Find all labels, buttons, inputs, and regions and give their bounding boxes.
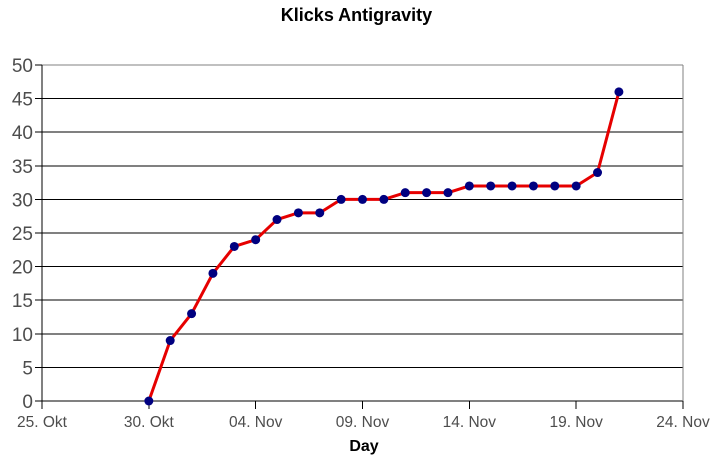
y-tick-label: 15 <box>12 291 33 312</box>
data-point-marker <box>187 309 197 319</box>
data-point-marker <box>443 188 453 198</box>
y-tick-label: 50 <box>12 56 33 77</box>
data-point-marker <box>507 181 517 191</box>
y-tick-label: 10 <box>12 325 33 346</box>
y-tick-label: 0 <box>22 392 33 413</box>
x-axis-title: Day <box>349 438 379 455</box>
chart-title: Klicks Antigravity <box>280 5 433 25</box>
data-point-marker <box>144 396 154 406</box>
y-tick-label: 40 <box>12 123 33 144</box>
data-point-marker <box>315 208 325 218</box>
data-point-marker <box>229 241 239 251</box>
x-tick-label: 04. Nov <box>229 414 283 431</box>
data-point-marker <box>165 336 175 346</box>
y-tick-label: 30 <box>12 190 33 211</box>
data-point-marker <box>293 208 303 218</box>
x-tick-label: 19. Nov <box>549 414 603 431</box>
data-point-marker <box>422 188 432 198</box>
y-tick-label: 5 <box>22 358 33 379</box>
x-tick-label: 24. Nov <box>656 414 710 431</box>
x-tick-label: 25. Okt <box>17 414 68 431</box>
y-tick-label: 35 <box>12 157 33 178</box>
data-point-marker <box>358 194 367 204</box>
series-line <box>147 90 621 403</box>
data-point-marker <box>571 181 581 191</box>
data-point-marker <box>464 181 474 191</box>
data-point-marker <box>400 188 410 198</box>
y-tick-label: 25 <box>12 224 33 245</box>
data-point-marker <box>550 181 560 191</box>
data-point-marker <box>593 168 603 178</box>
x-tick-label: 14. Nov <box>443 414 497 431</box>
x-tick-label: 09. Nov <box>336 414 390 431</box>
y-tick-label: 20 <box>12 258 33 279</box>
x-tick-label: 30. Okt <box>124 414 175 431</box>
y-tick-label: 45 <box>12 90 33 111</box>
data-point-marker <box>379 194 389 204</box>
data-point-marker <box>614 87 624 97</box>
data-point-marker <box>486 181 496 191</box>
data-point-marker <box>528 181 538 191</box>
data-point-marker <box>251 235 261 245</box>
data-point-marker <box>208 268 218 278</box>
data-point-marker <box>336 194 346 204</box>
data-point-marker <box>272 215 282 225</box>
